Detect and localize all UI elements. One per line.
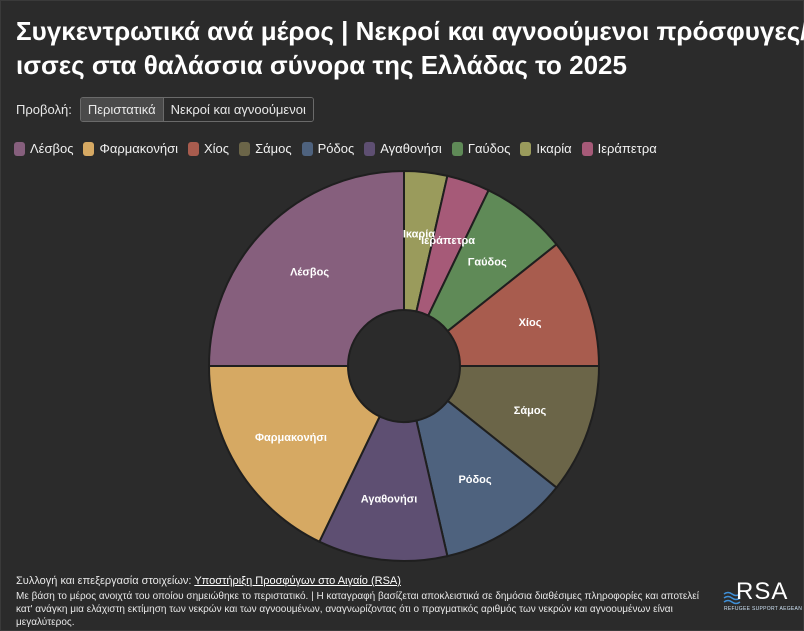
legend-label: Ικαρία xyxy=(536,141,572,156)
slice-label: Ρόδος xyxy=(458,474,491,486)
legend-label: Σάμος xyxy=(255,141,292,156)
legend-label: Λέσβος xyxy=(30,141,74,156)
legend-swatch xyxy=(581,141,593,156)
slice-label: Γαύδος xyxy=(468,257,507,269)
donut-slice[interactable] xyxy=(446,243,601,367)
view-label: Προβολή: xyxy=(16,101,72,117)
legend-label: Αγαθονήσι xyxy=(380,141,442,156)
view-option-dead-missing[interactable]: Νεκροί και αγνοούμενοι xyxy=(163,97,313,121)
slice-label: Αγαθονήσι xyxy=(361,494,418,506)
slice-label: Φαρμακονήσι xyxy=(255,432,327,444)
methodology-note: Με βάση το μέρος ανοιχτά του οποίου σημε… xyxy=(16,591,699,628)
legend-item[interactable]: Λέσβος xyxy=(14,141,73,156)
credit-prefix: Συλλογή και επεξεργασία στοιχείων: xyxy=(16,575,195,587)
legend-swatch xyxy=(14,141,25,156)
legend-swatch xyxy=(301,141,313,156)
donut-slice[interactable] xyxy=(415,399,558,558)
legend-item[interactable]: Φαρμακονήσι xyxy=(83,141,178,156)
view-toggle: Περιστατικά Νεκροί και αγνοούμενοι xyxy=(79,96,314,122)
donut-slice[interactable] xyxy=(318,415,449,562)
legend-item[interactable]: Σάμος xyxy=(239,141,292,156)
title-line-1: Συγκεντρωτικά ανά μέρος | Νεκροί και αγν… xyxy=(16,16,804,46)
legend-label: Χίος xyxy=(204,141,230,156)
source-credit: Συλλογή και επεξεργασία στοιχείων: Υποστ… xyxy=(16,574,706,588)
slice-label: Χίος xyxy=(519,317,542,329)
legend-swatch xyxy=(188,141,199,156)
legend-item[interactable]: Ρόδος xyxy=(301,141,355,156)
slice-label: Σάμος xyxy=(514,405,547,417)
legend-swatch xyxy=(451,141,463,156)
chart-legend: Λέσβος Φαρμακονήσι Χίος Σάμος Ρόδος Αγαθονήσι… xyxy=(14,141,657,156)
donut-slice[interactable] xyxy=(446,365,601,489)
legend-swatch xyxy=(239,141,251,156)
title-line-2: ισσες στα θαλάσσια σύνορα της Ελλάδας το… xyxy=(16,50,627,80)
slice-label: Λέσβος xyxy=(290,267,329,279)
slice-label: Ιεράπετρα xyxy=(421,235,475,247)
legend-label: Ιεράπετρα xyxy=(597,141,657,156)
donut-slice[interactable] xyxy=(207,365,382,544)
rsa-logo: RSA REFUGEE SUPPORT AEGEAN xyxy=(722,578,802,616)
slice-label: Ικαρία xyxy=(403,228,435,240)
legend-item[interactable]: Χίος xyxy=(188,141,229,156)
view-option-incidents[interactable]: Περιστατικά xyxy=(80,97,164,121)
legend-item[interactable]: Ιεράπετρα xyxy=(581,141,657,156)
donut-slice[interactable] xyxy=(207,169,405,367)
legend-swatch xyxy=(83,141,95,156)
source-link[interactable]: Υποστήριξη Προσφύγων στο Αιγαίο (RSA) xyxy=(194,575,401,587)
legend-label: Φαρμακονήσι xyxy=(99,141,178,156)
legend-swatch xyxy=(520,141,532,156)
legend-item[interactable]: Αγαθονήσι xyxy=(364,141,442,156)
wave-icon xyxy=(723,591,741,605)
legend-label: Γαύδος xyxy=(467,141,511,156)
legend-label: Ρόδος xyxy=(317,141,355,156)
logo-text: RSA xyxy=(736,578,789,605)
legend-item[interactable]: Ικαρία xyxy=(520,141,572,156)
legend-swatch xyxy=(364,141,376,156)
legend-item[interactable]: Γαύδος xyxy=(451,141,511,156)
logo-subtitle: REFUGEE SUPPORT AEGEAN xyxy=(724,606,803,612)
chart-footer: Συλλογή και επεξεργασία στοιχείων: Υποστ… xyxy=(16,574,706,629)
view-selector: Προβολή: Περιστατικά Νεκροί και αγνοούμε… xyxy=(16,96,314,122)
chart-title: Συγκεντρωτικά ανά μέρος | Νεκροί και αγν… xyxy=(16,14,804,82)
